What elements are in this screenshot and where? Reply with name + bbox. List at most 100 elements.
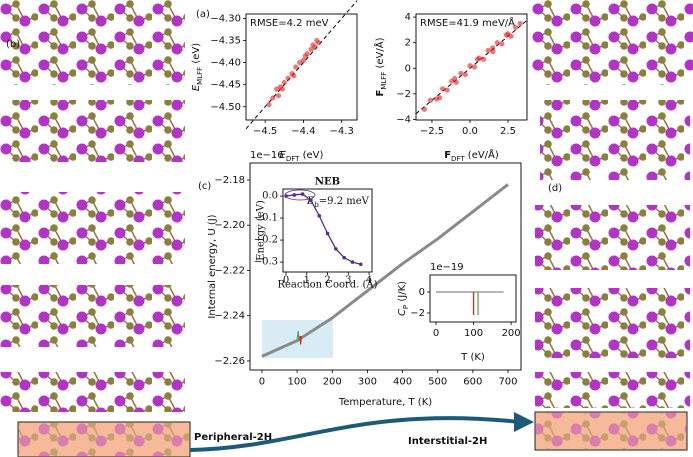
point — [285, 75, 291, 81]
y-tick-label: −0.3 — [254, 257, 278, 268]
label-part: F — [444, 150, 451, 161]
offset-text: 1e−19 — [430, 262, 464, 273]
x-tick-label: 400 — [393, 376, 412, 387]
x-axis-label: T (K) — [460, 352, 485, 363]
label-part: E — [280, 150, 287, 161]
point — [474, 56, 481, 62]
marker — [334, 247, 338, 251]
marker — [284, 194, 288, 198]
crystal — [0, 192, 185, 264]
point — [427, 97, 434, 103]
x-tick-label: 2.5 — [500, 126, 516, 137]
axes-frame — [245, 13, 358, 121]
label-part: b — [314, 201, 319, 209]
arrow — [189, 416, 521, 452]
point — [300, 57, 307, 63]
marker — [350, 260, 355, 264]
point — [485, 47, 491, 53]
axes-frame — [249, 162, 522, 371]
point — [266, 101, 272, 108]
x-tick-label: −4.4 — [291, 126, 315, 137]
right-structures — [532, 0, 693, 451]
marker — [292, 193, 297, 197]
chart-title: NEB — [315, 177, 340, 188]
y-tick-label: −4 — [396, 114, 411, 125]
point — [270, 95, 276, 101]
arrow-head — [514, 412, 534, 432]
point — [481, 56, 487, 62]
x-tick-label: −2.5 — [420, 126, 444, 137]
label-part: DFT — [286, 155, 300, 163]
y-tick-label: −4.40 — [210, 58, 241, 69]
x-tick-label: 600 — [463, 376, 482, 387]
point — [467, 63, 473, 69]
point — [296, 59, 303, 66]
left-structures — [0, 0, 191, 457]
point — [291, 73, 297, 79]
point — [275, 93, 282, 99]
point — [421, 106, 427, 112]
line — [296, 330, 300, 341]
panel-label: (d) — [548, 183, 562, 194]
point — [274, 86, 280, 92]
label-part: (J/K) — [397, 281, 408, 305]
axes-frame — [415, 13, 528, 121]
point — [304, 51, 310, 57]
x-tick-label: 3 — [345, 275, 351, 286]
structure-label: Interstitial-2H — [408, 436, 487, 447]
y-tick-label: −2.18 — [214, 175, 245, 186]
crystal — [535, 205, 690, 270]
crystal — [532, 0, 693, 85]
marker — [309, 198, 313, 203]
y-tick-label: −2 — [410, 308, 425, 319]
label-part: MLFF — [380, 72, 388, 90]
y-tick-label: −4.35 — [210, 36, 241, 47]
label-part: F — [375, 90, 386, 97]
chart: −4.5 −4.4 −4.3−4.30−4.35−4.40−4.45−4.50EDF… — [191, 0, 358, 163]
chart: 0 100 200 300 400 500 600 700−2.18−2.20−2.22−2.… — [207, 150, 522, 408]
x-tick-label: 0 — [259, 376, 265, 387]
annotation: RMSE=41.9 meV/Å — [420, 16, 515, 29]
marker — [300, 192, 305, 196]
marker — [317, 214, 322, 218]
label-part: (eV/Å) — [465, 148, 499, 161]
y-axis-label: EMLFF (eV) — [191, 43, 204, 91]
panel-label: (a) — [196, 9, 210, 20]
offset-text: 1e−16 — [250, 150, 284, 161]
label-part: (eV) — [299, 150, 323, 161]
point — [490, 45, 496, 51]
line — [261, 183, 509, 358]
point — [505, 31, 511, 37]
y-tick-label: −2.24 — [214, 311, 245, 322]
panel-label: (c) — [198, 181, 211, 192]
line — [299, 336, 302, 345]
y-tick-label: −0.2 — [254, 235, 278, 246]
diagonal — [245, 0, 358, 130]
annotation: RMSE=4.2 meV — [250, 18, 329, 29]
crystal — [540, 100, 690, 180]
y-tick-label: 4 — [405, 12, 411, 23]
chart: 0 100 200 0 −2 T (K) CP (J/K) 1e−19 — [397, 262, 521, 363]
crystal — [0, 372, 185, 412]
y-tick-label: 0 — [419, 287, 425, 298]
x-tick-label: 4 — [366, 275, 372, 286]
point — [316, 40, 322, 46]
y-axis-label: Energy (eV) — [256, 200, 267, 261]
y-tick-label: 0 — [405, 63, 411, 74]
annotation: Eb=9.2 meV — [306, 196, 370, 210]
marker — [358, 262, 363, 267]
panel-label: (b) — [6, 39, 20, 50]
crystal — [0, 285, 185, 347]
point — [517, 20, 523, 27]
x-tick-label: −4.3 — [330, 126, 354, 137]
y-tick-label: −4.45 — [210, 80, 241, 91]
x-tick-label: 500 — [428, 376, 447, 387]
x-tick-label: 0.0 — [462, 126, 478, 137]
x-tick-label: 1 — [304, 275, 310, 286]
x-tick-label: 300 — [358, 376, 377, 387]
y-axis-label: CP (J/K) — [397, 281, 410, 316]
y-tick-label: −2.26 — [214, 356, 245, 367]
crystal — [535, 412, 687, 450]
x-axis-label: Temperature, T (K) — [338, 397, 432, 408]
